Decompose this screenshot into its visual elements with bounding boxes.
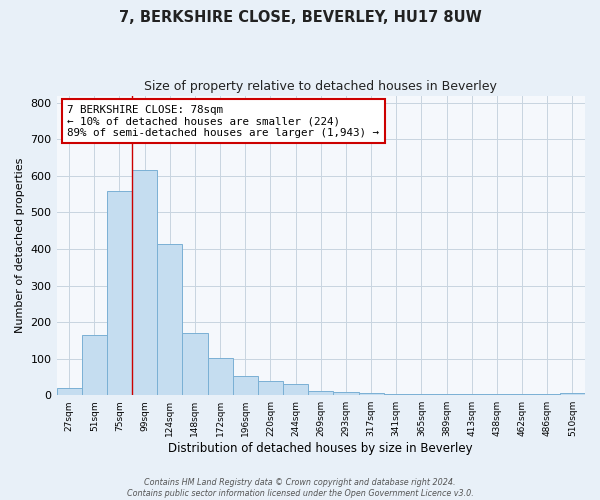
Bar [509,394,535,395]
Bar [434,394,459,395]
Text: 7 BERKSHIRE CLOSE: 78sqm
← 10% of detached houses are smaller (224)
89% of semi-: 7 BERKSHIRE CLOSE: 78sqm ← 10% of detach… [67,104,379,138]
Bar [157,244,182,395]
Bar [233,376,258,395]
Bar [334,392,359,395]
Bar [409,394,434,395]
Bar [208,358,233,395]
X-axis label: Distribution of detached houses by size in Beverley: Distribution of detached houses by size … [169,442,473,455]
Bar [283,384,308,395]
Bar [560,392,585,395]
Bar [182,333,208,395]
Text: Contains HM Land Registry data © Crown copyright and database right 2024.
Contai: Contains HM Land Registry data © Crown c… [127,478,473,498]
Bar [258,380,283,395]
Bar [82,335,107,395]
Bar [459,394,484,395]
Bar [484,394,509,395]
Bar [359,394,383,395]
Text: 7, BERKSHIRE CLOSE, BEVERLEY, HU17 8UW: 7, BERKSHIRE CLOSE, BEVERLEY, HU17 8UW [119,10,481,25]
Bar [535,394,560,395]
Bar [383,394,409,395]
Bar [132,170,157,395]
Bar [56,388,82,395]
Title: Size of property relative to detached houses in Beverley: Size of property relative to detached ho… [145,80,497,93]
Bar [308,391,334,395]
Bar [107,190,132,395]
Y-axis label: Number of detached properties: Number of detached properties [15,158,25,333]
